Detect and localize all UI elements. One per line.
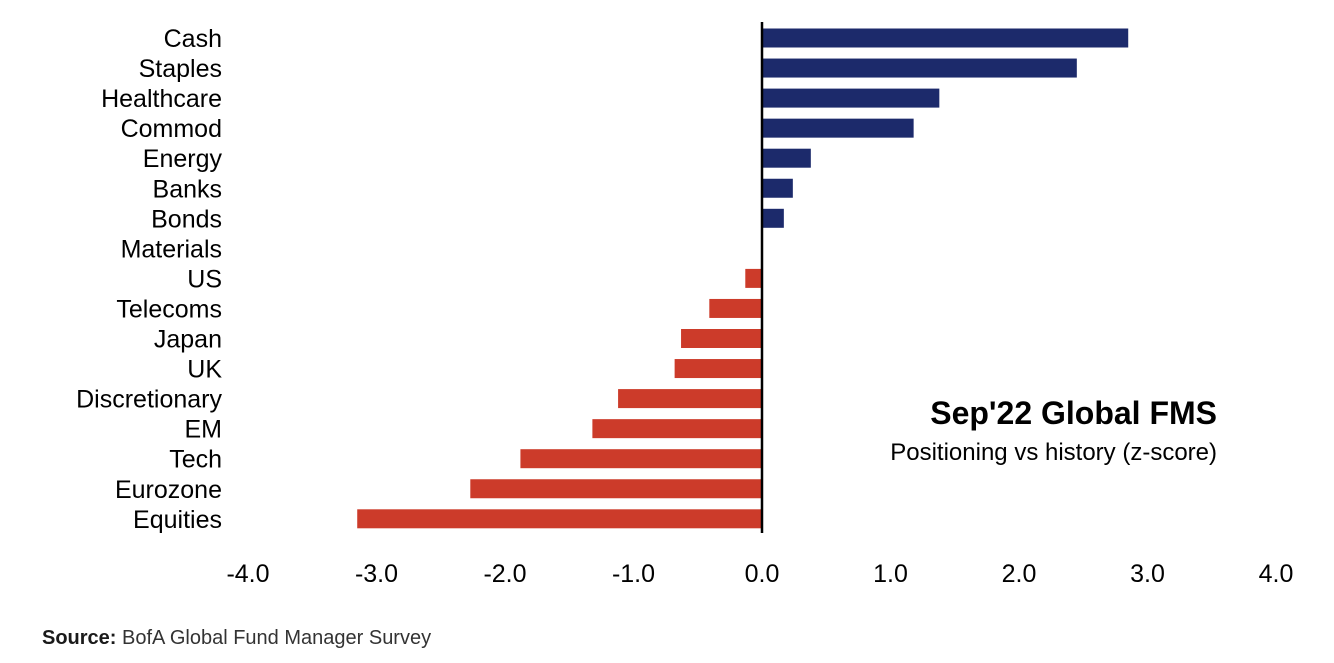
x-tick-label: -1.0: [612, 560, 655, 588]
bar-bonds: [762, 208, 784, 228]
bar-telecoms: [709, 298, 762, 318]
bar-us: [745, 268, 762, 288]
x-tick-label: -4.0: [226, 560, 269, 588]
category-label-japan: Japan: [154, 326, 222, 354]
category-label-materials: Materials: [121, 235, 222, 263]
category-label-tech: Tech: [169, 446, 222, 474]
x-tick-label: -3.0: [355, 560, 398, 588]
bar-healthcare: [762, 88, 940, 108]
bar-eurozone: [470, 479, 762, 499]
category-label-equities: Equities: [133, 506, 222, 534]
category-label-bonds: Bonds: [151, 205, 222, 233]
category-label-em: EM: [185, 416, 223, 444]
chart-title: Sep'22 Global FMS: [930, 395, 1217, 431]
bar-chart: CashStaplesHealthcareCommodEnergyBanksBo…: [76, 22, 1293, 588]
category-label-discretionary: Discretionary: [76, 386, 222, 414]
category-label-uk: UK: [187, 356, 222, 384]
category-label-energy: Energy: [143, 145, 223, 173]
x-tick-label: 1.0: [873, 560, 908, 588]
source-text: BofA Global Fund Manager Survey: [122, 627, 432, 649]
bar-commod: [762, 118, 914, 138]
category-label-cash: Cash: [164, 25, 222, 53]
source-label: Source:: [42, 627, 117, 649]
bar-staples: [762, 58, 1077, 78]
bars-group: [357, 28, 1129, 529]
bar-discretionary: [618, 389, 762, 409]
x-tick-label: -2.0: [483, 560, 526, 588]
x-tick-label: 4.0: [1259, 560, 1294, 588]
bar-japan: [681, 329, 762, 348]
category-label-healthcare: Healthcare: [101, 85, 222, 113]
category-label-telecoms: Telecoms: [116, 295, 222, 323]
bar-banks: [762, 178, 793, 198]
chart-subtitle: Positioning vs history (z-score): [890, 439, 1217, 466]
x-tick-label: 0.0: [745, 560, 780, 588]
bar-tech: [520, 449, 762, 469]
category-labels-group: CashStaplesHealthcareCommodEnergyBanksBo…: [76, 25, 222, 534]
bar-equities: [357, 509, 762, 529]
bar-em: [592, 419, 762, 439]
x-tick-label: 2.0: [1002, 560, 1037, 588]
source-note: Source: BofA Global Fund Manager Survey: [42, 627, 431, 650]
bar-cash: [762, 28, 1129, 48]
category-label-staples: Staples: [139, 55, 222, 83]
bar-energy: [762, 148, 811, 168]
x-tick-labels-group: -4.0 -3.0 -2.0 -1.0 0.0 1.0 2.0 3.0 4.0: [226, 560, 1293, 588]
x-tick-label: 3.0: [1130, 560, 1165, 588]
category-label-eurozone: Eurozone: [115, 476, 222, 504]
category-label-us: US: [187, 265, 222, 293]
category-label-banks: Banks: [153, 175, 222, 203]
bar-uk: [674, 359, 762, 379]
category-label-commod: Commod: [121, 115, 222, 143]
